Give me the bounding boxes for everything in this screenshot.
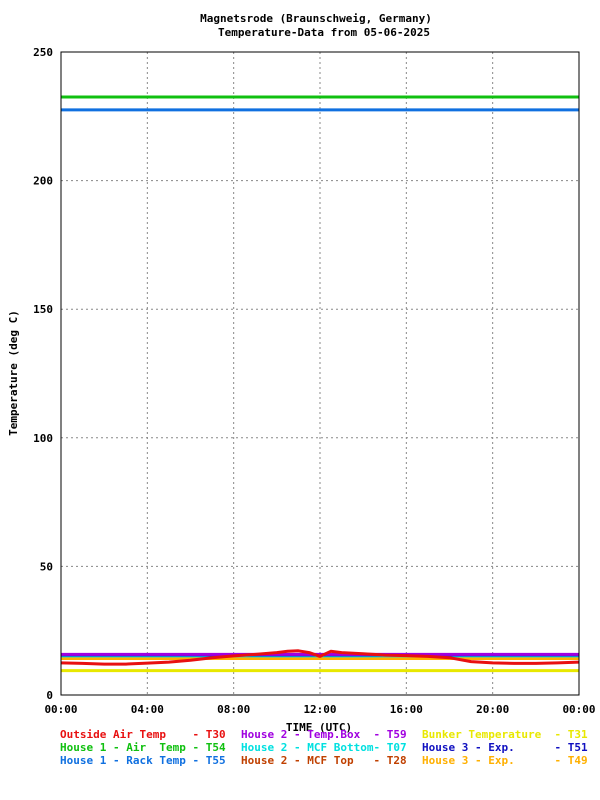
x-tick-label: 08:00 xyxy=(217,703,250,716)
legend-row: House 1 - Rack Temp - T55 House 2 - MCF T… xyxy=(60,754,600,767)
plot-frame xyxy=(60,51,580,696)
legend: Outside Air Temp - T30 House 2 - Temp.Box… xyxy=(60,728,600,767)
x-tick-label: 00:00 xyxy=(562,703,595,716)
x-tick-label: 12:00 xyxy=(303,703,336,716)
x-tick-label: 04:00 xyxy=(131,703,164,716)
legend-entry: House 3 - Exp. - T49 xyxy=(422,754,588,767)
y-tick-label: 0 xyxy=(46,689,53,702)
y-tick-label: 250 xyxy=(33,46,53,59)
x-tick-label: 16:00 xyxy=(390,703,423,716)
legend-row: Outside Air Temp - T30 House 2 - Temp.Box… xyxy=(60,728,600,741)
legend-entry: House 3 - Exp. - T51 xyxy=(422,741,588,754)
y-axis-label: Temperature (deg C) xyxy=(7,310,20,436)
chart-title-line1: Magnetsrode (Braunschweig, Germany) xyxy=(200,12,432,25)
grid xyxy=(61,52,579,695)
y-tick-label: 200 xyxy=(33,175,53,188)
legend-entry: Outside Air Temp - T30 xyxy=(60,728,226,741)
y-tick-label: 50 xyxy=(40,560,53,573)
series-line xyxy=(60,649,580,666)
y-tick-label: 100 xyxy=(33,432,53,445)
series-lines xyxy=(60,95,580,673)
legend-entry: Bunker Temperature - T31 xyxy=(422,728,588,741)
legend-row: House 1 - Air Temp - T54 House 2 - MCF Bo… xyxy=(60,741,600,754)
legend-entry: House 2 - MCF Bottom- T07 xyxy=(241,741,407,754)
x-tick-label: 20:00 xyxy=(476,703,509,716)
legend-entry: House 2 - Temp.Box - T59 xyxy=(241,728,407,741)
legend-entry: House 1 - Rack Temp - T55 xyxy=(60,754,226,767)
x-tick-labels: 00:00 04:00 08:00 12:00 16:00 20:00 00:00 xyxy=(44,703,595,716)
x-axis-label: TIME (UTC) xyxy=(286,721,352,734)
y-tick-label: 150 xyxy=(33,303,53,316)
y-tick-labels: 0 50 100 150 200 250 xyxy=(33,46,53,702)
legend-entry: House 1 - Air Temp - T54 xyxy=(60,741,226,754)
chart-title-line2: Temperature-Data from 05-06-2025 xyxy=(218,26,430,39)
x-tick-label: 00:00 xyxy=(44,703,77,716)
legend-entry: House 2 - MCF Top - T28 xyxy=(241,754,407,767)
